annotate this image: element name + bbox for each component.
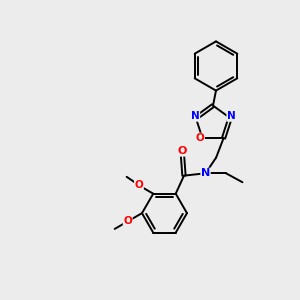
Text: O: O: [178, 146, 187, 156]
Text: N: N: [201, 168, 210, 178]
Text: N: N: [227, 111, 236, 121]
Text: O: O: [135, 180, 143, 190]
Text: O: O: [123, 216, 132, 226]
Text: O: O: [196, 133, 204, 143]
Text: N: N: [191, 111, 200, 121]
